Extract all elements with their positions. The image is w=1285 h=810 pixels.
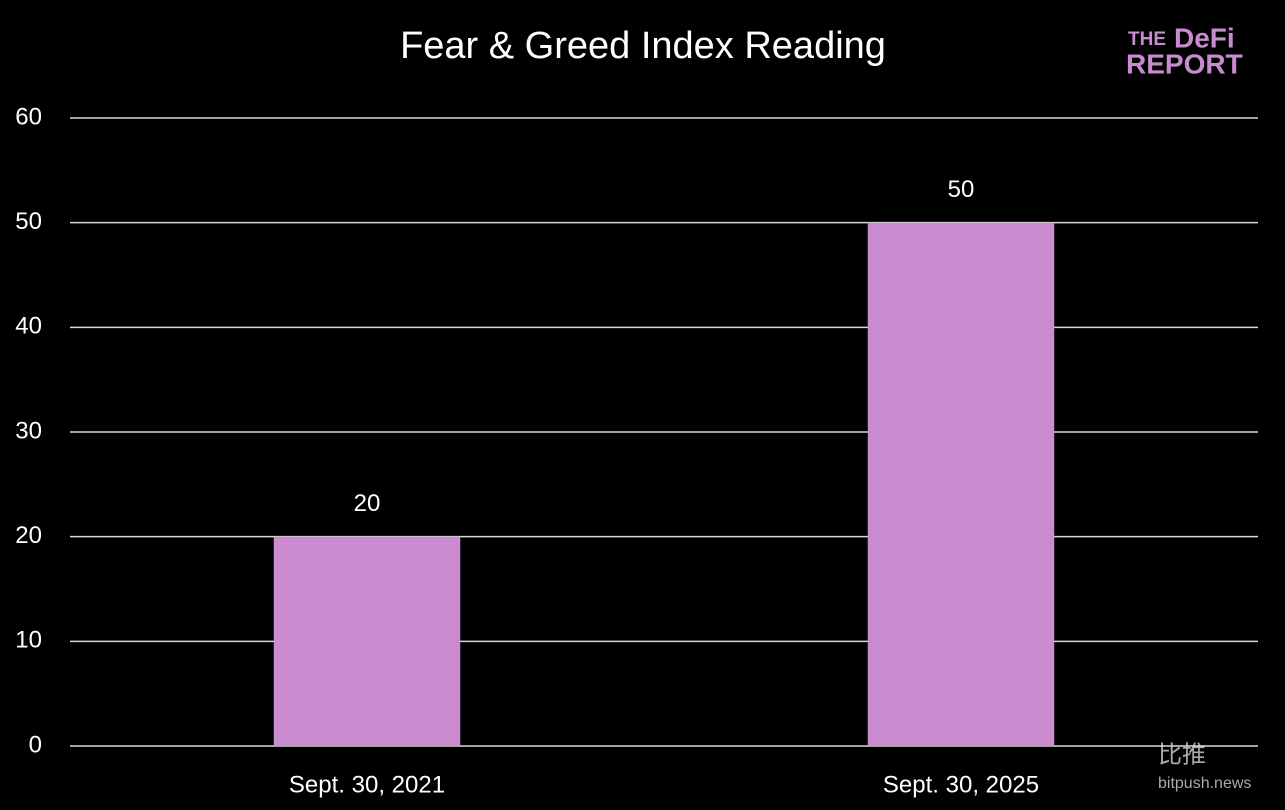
logo-large: DeFi (1174, 22, 1235, 53)
bar (273, 536, 461, 746)
logo-second: REPORT (1126, 48, 1243, 79)
y-tick-label: 20 (15, 522, 42, 549)
y-tick-label: 40 (15, 313, 42, 340)
logo-small: THE (1128, 29, 1166, 50)
bar (867, 222, 1055, 746)
y-tick-label: 10 (15, 627, 42, 654)
data-label: 20 (354, 490, 381, 517)
y-tick-label: 0 (29, 731, 42, 758)
y-tick-label: 60 (15, 103, 42, 130)
y-tick-label: 30 (15, 417, 42, 444)
x-tick-label: Sept. 30, 2021 (289, 771, 445, 798)
x-tick-label: Sept. 30, 2025 (883, 771, 1039, 798)
data-label: 50 (948, 176, 975, 203)
watermark-site: bitpush.news (1158, 775, 1251, 792)
chart-title: Fear & Greed Index Reading (400, 25, 886, 67)
y-tick-label: 50 (15, 208, 42, 235)
